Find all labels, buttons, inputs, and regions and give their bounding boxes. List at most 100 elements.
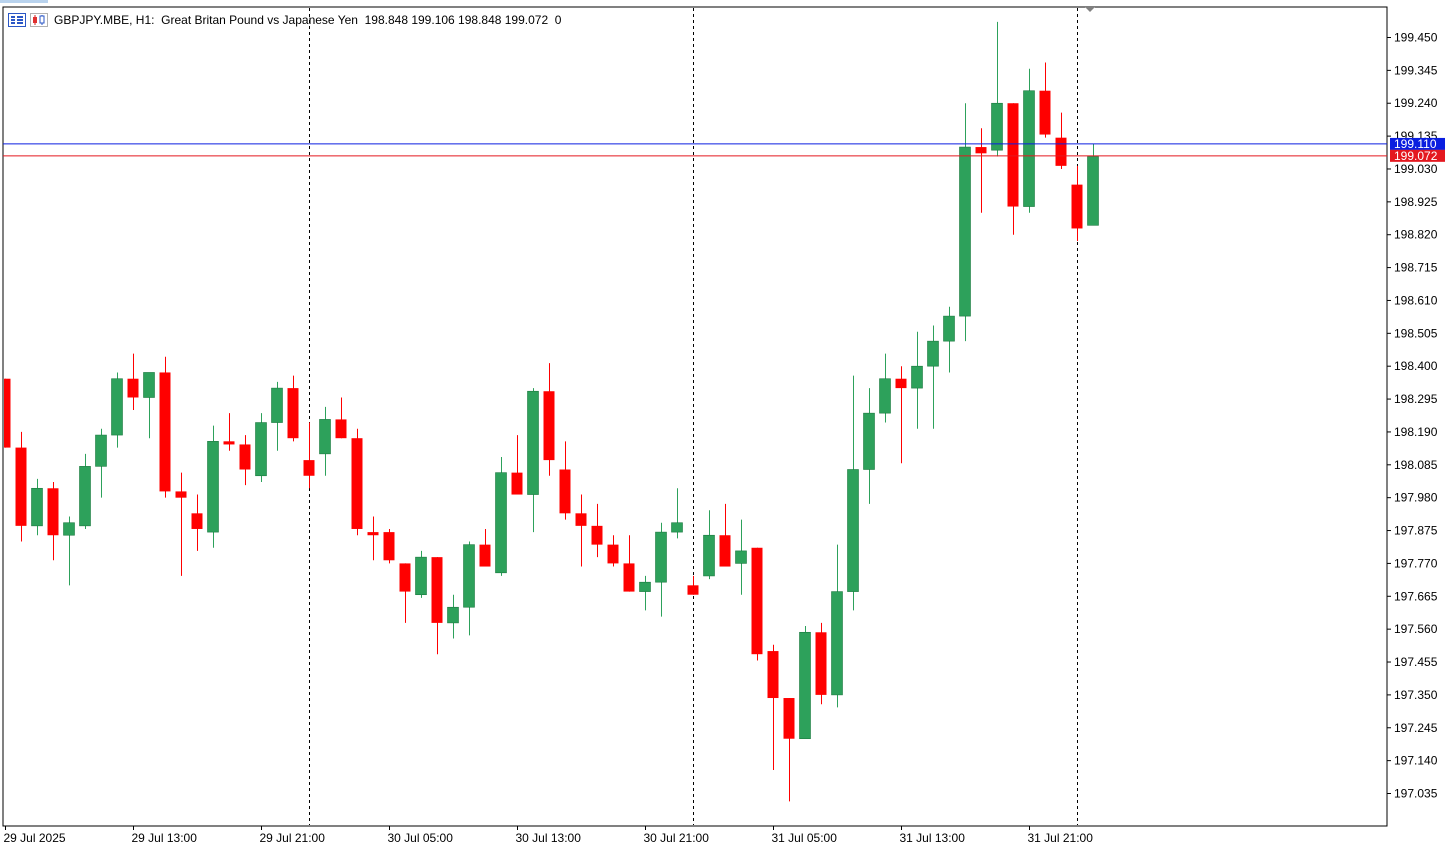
candle-body	[511, 472, 523, 495]
candle	[799, 626, 811, 740]
chart-title: GBPJPY.MBE, H1: Great Britan Pound vs Ja…	[54, 13, 562, 27]
candle-body	[255, 422, 267, 477]
x-tick-label: 31 Jul 13:00	[900, 831, 966, 845]
candle-body	[271, 387, 283, 423]
price-axis[interactable]: 199.450199.345199.240199.135199.030198.9…	[1387, 31, 1445, 801]
candle-body	[815, 632, 827, 695]
candle-body	[431, 557, 443, 623]
time-axis[interactable]: 29 Jul 2025 29 Jul 13:00 29 Jul 21:00 30 Ju…	[4, 826, 1094, 845]
candle	[255, 413, 267, 483]
y-tick-label: 197.245	[1394, 721, 1438, 735]
candle	[463, 541, 475, 636]
candles	[4, 21, 1099, 802]
candle	[911, 331, 923, 429]
candle	[991, 21, 1003, 157]
candle-body	[1071, 184, 1083, 229]
candle-body	[351, 438, 363, 529]
x-tick-label: 30 Jul 21:00	[644, 831, 710, 845]
y-tick-label: 198.925	[1394, 195, 1438, 209]
candle	[735, 519, 747, 595]
candle	[159, 356, 171, 498]
candle	[335, 397, 347, 439]
candle	[1039, 62, 1051, 138]
candle	[79, 453, 91, 529]
candle-body	[15, 447, 27, 526]
candle-body	[639, 581, 651, 592]
day-separators	[309, 8, 1078, 825]
candle-body	[287, 388, 299, 439]
y-tick-label: 199.345	[1394, 63, 1438, 77]
candle	[783, 698, 795, 802]
candle	[271, 381, 283, 451]
ask-price-label-background	[1390, 137, 1445, 150]
candle	[15, 431, 27, 542]
candle-body	[863, 412, 875, 470]
candle	[751, 547, 763, 661]
candle-body	[719, 535, 731, 567]
plot-area[interactable]	[2, 6, 1388, 827]
y-tick-label: 197.140	[1394, 754, 1438, 768]
x-tick-label: 31 Jul 05:00	[772, 831, 838, 845]
candle-body	[991, 102, 1003, 151]
candle	[767, 644, 779, 771]
candle	[927, 325, 939, 429]
candle	[175, 472, 187, 576]
candle-body	[175, 491, 187, 498]
candle	[95, 428, 107, 498]
candle-body	[383, 532, 395, 561]
candle	[719, 503, 731, 567]
candle	[287, 375, 299, 442]
bid-price-label: 199.072	[1394, 149, 1438, 163]
candle	[543, 363, 555, 476]
y-tick-label: 199.240	[1394, 96, 1438, 110]
candle	[815, 622, 827, 705]
candle	[191, 494, 203, 551]
candle-body	[911, 365, 923, 389]
y-tick-label: 197.350	[1394, 688, 1438, 702]
candle-body	[207, 441, 219, 533]
symbol-list-icon[interactable]	[8, 13, 26, 27]
candle-body	[63, 522, 75, 536]
candle-body	[127, 378, 139, 398]
y-tick-label: 197.035	[1394, 787, 1438, 801]
candle-body	[1039, 90, 1051, 135]
candle	[351, 428, 363, 536]
y-tick-label: 199.030	[1394, 162, 1438, 176]
y-tick-label: 197.455	[1394, 655, 1438, 669]
candle-body	[495, 472, 507, 574]
candle	[111, 372, 123, 448]
candle	[831, 544, 843, 708]
candle-body	[831, 591, 843, 696]
candle	[1055, 112, 1067, 169]
candle-body	[415, 556, 427, 596]
candle-body	[927, 340, 939, 367]
candle	[399, 563, 411, 623]
x-tick-label: 29 Jul 21:00	[260, 831, 326, 845]
candle-body	[655, 531, 667, 583]
candle	[303, 422, 315, 489]
candle-body	[623, 563, 635, 592]
candle-body	[847, 469, 859, 592]
candle-body	[335, 419, 347, 439]
candle	[479, 528, 491, 567]
y-tick-label: 197.665	[1394, 589, 1438, 603]
candle-body	[79, 466, 91, 527]
candle-body	[527, 390, 539, 495]
y-tick-label: 197.875	[1394, 524, 1438, 538]
candle	[959, 103, 971, 342]
x-tick-label: 31 Jul 21:00	[1028, 831, 1094, 845]
candle-body	[447, 606, 459, 624]
candle-body	[367, 532, 379, 536]
candle	[623, 535, 635, 592]
candle-body	[479, 544, 491, 567]
candle	[1007, 103, 1019, 235]
y-tick-label: 198.505	[1394, 326, 1438, 340]
candle-body	[959, 146, 971, 317]
candlestick-chart-icon[interactable]	[30, 13, 48, 27]
candle	[655, 522, 667, 617]
price-lines	[3, 143, 1387, 157]
candle	[879, 353, 891, 423]
candle	[703, 510, 715, 580]
candle	[591, 503, 603, 558]
